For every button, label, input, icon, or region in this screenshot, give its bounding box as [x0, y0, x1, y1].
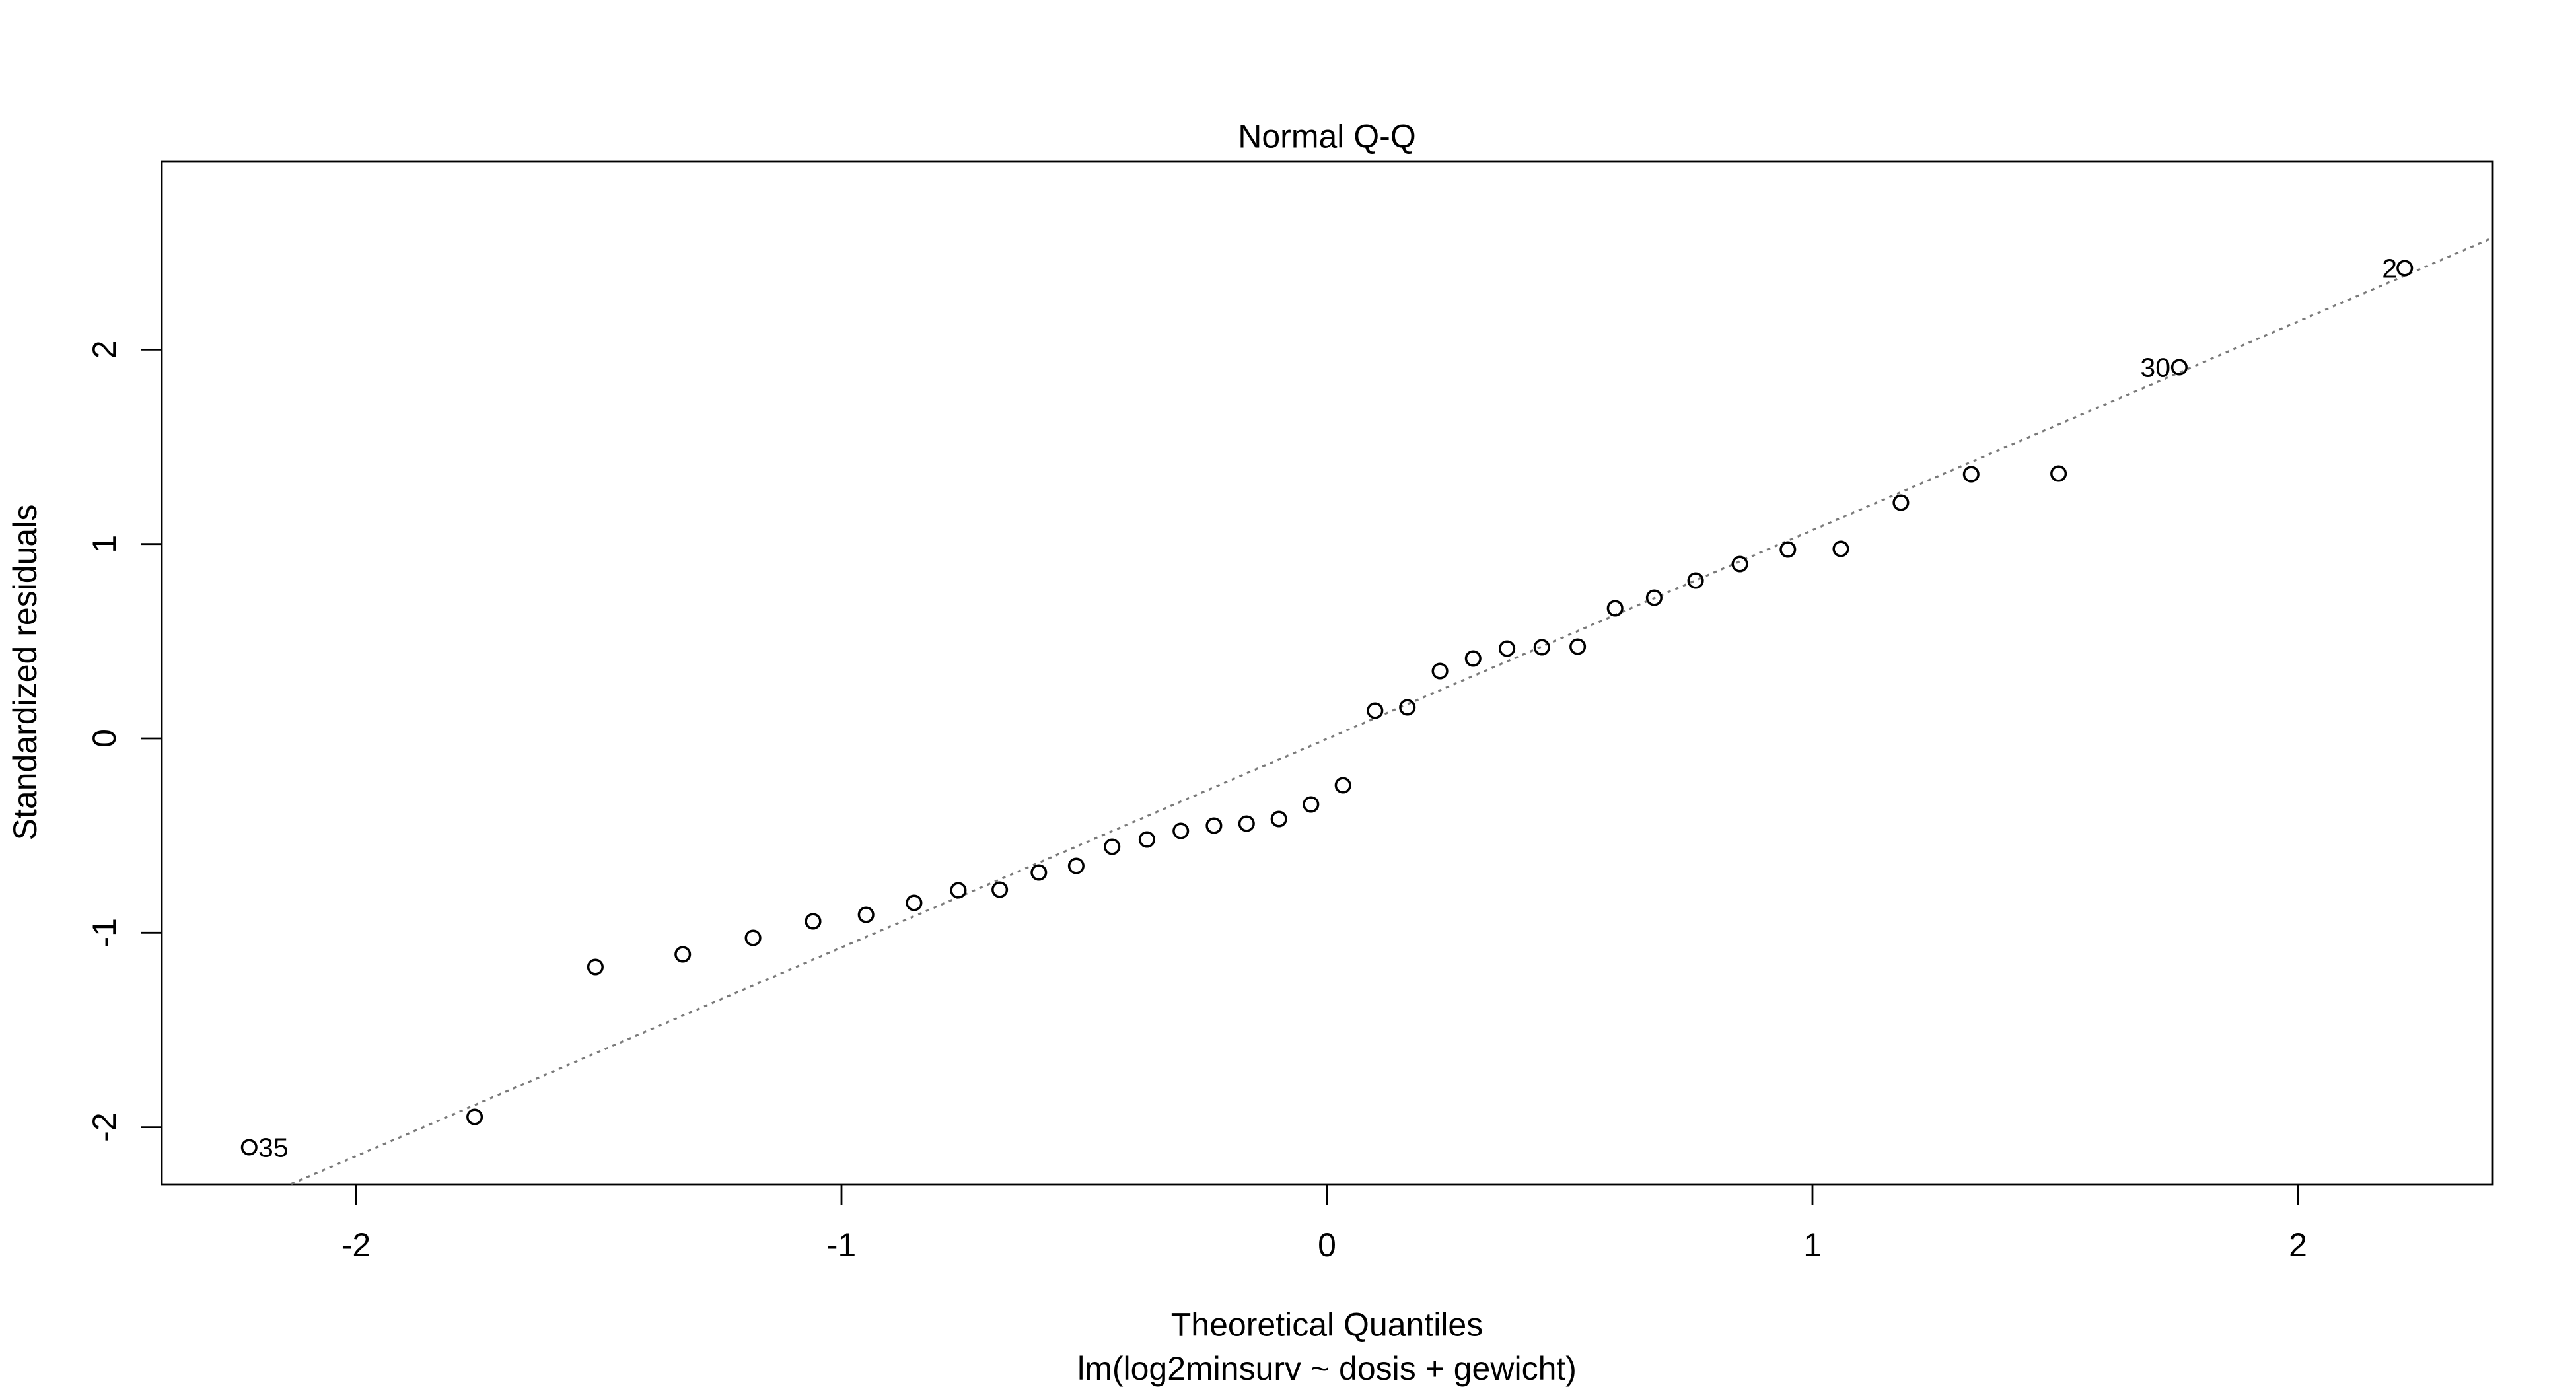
svg-text:Theoretical Quantiles: Theoretical Quantiles: [1171, 1306, 1483, 1343]
svg-text:Normal Q-Q: Normal Q-Q: [1238, 118, 1415, 155]
svg-text:2: 2: [2289, 1227, 2307, 1263]
svg-text:35: 35: [258, 1133, 289, 1163]
svg-text:2: 2: [2382, 254, 2397, 284]
svg-text:-2: -2: [341, 1227, 371, 1263]
svg-text:1: 1: [1803, 1227, 1822, 1263]
svg-text:-1: -1: [827, 1227, 856, 1263]
svg-text:30: 30: [2140, 353, 2170, 383]
svg-text:-1: -1: [86, 918, 123, 947]
svg-text:0: 0: [86, 729, 123, 748]
svg-text:0: 0: [1318, 1227, 1336, 1263]
svg-text:1: 1: [86, 535, 123, 553]
svg-text:lm(log2minsurv ~ dosis + gewic: lm(log2minsurv ~ dosis + gewicht): [1077, 1350, 1577, 1387]
svg-text:Standardized residuals: Standardized residuals: [7, 505, 44, 841]
svg-text:2: 2: [86, 340, 123, 359]
svg-text:-2: -2: [86, 1112, 123, 1141]
